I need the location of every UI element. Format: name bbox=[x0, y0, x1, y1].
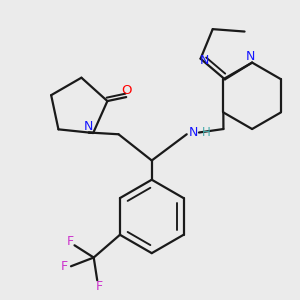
Text: H: H bbox=[202, 126, 210, 139]
Text: N: N bbox=[246, 50, 255, 63]
Text: F: F bbox=[67, 235, 74, 248]
Text: N: N bbox=[83, 120, 93, 133]
Text: O: O bbox=[121, 84, 131, 97]
Text: N: N bbox=[200, 54, 209, 67]
Text: F: F bbox=[61, 260, 68, 273]
Text: F: F bbox=[95, 280, 103, 293]
Text: N: N bbox=[188, 126, 198, 139]
